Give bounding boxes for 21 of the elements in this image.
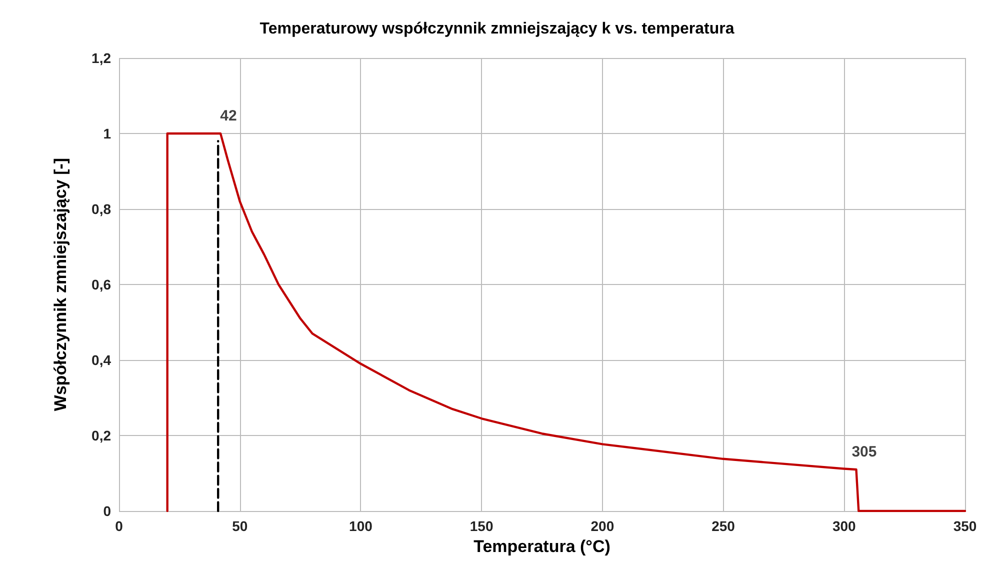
x-tick-label: 200 xyxy=(590,518,614,534)
line-series xyxy=(166,132,966,512)
annotation: 305 xyxy=(852,443,877,460)
x-tick-label: 300 xyxy=(832,518,856,534)
x-tick-label: 100 xyxy=(349,518,373,534)
x-tick-label: 150 xyxy=(470,518,494,534)
y-tick-label: 1,2 xyxy=(92,50,112,66)
x-axis-title: Temperatura (°C) xyxy=(474,536,610,556)
y-tick-label: 0,2 xyxy=(92,428,112,444)
y-tick-label: 0 xyxy=(103,503,112,519)
x-tick-label: 50 xyxy=(232,518,248,534)
y-tick-label: 0,8 xyxy=(92,201,112,217)
y-tick-label: 1 xyxy=(103,126,112,142)
y-tick-label: 0,6 xyxy=(92,276,112,292)
x-tick-label: 0 xyxy=(115,518,124,534)
x-tick-label: 250 xyxy=(712,518,736,534)
chart-title: Temperaturowy współczynnik zmniejszający k vs. temperatura xyxy=(260,20,734,38)
y-axis-title: Współczynnik zmniejszający [-] xyxy=(51,158,70,412)
x-tick-label: 350 xyxy=(953,518,977,534)
y-tick-label: 0,4 xyxy=(92,352,112,368)
annotation: 42 xyxy=(220,108,237,124)
